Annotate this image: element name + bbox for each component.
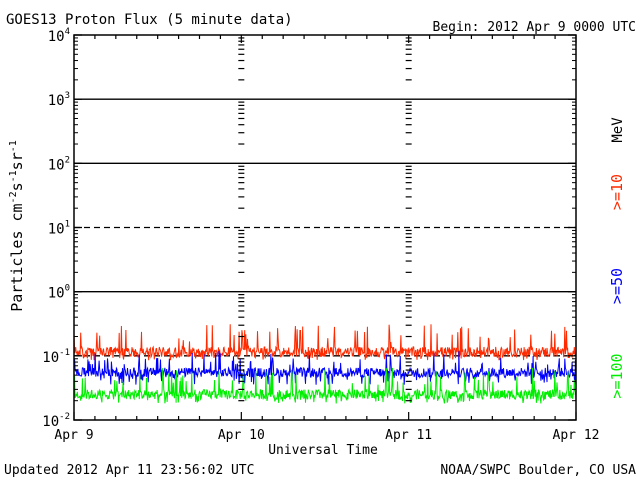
x-tick-label: Apr 9 xyxy=(54,428,93,443)
y-axis-label-sup1: -2 xyxy=(8,191,19,203)
series-layer xyxy=(73,324,577,404)
y-tick-label: 103 xyxy=(48,91,70,109)
y-tick-label: 104 xyxy=(48,27,70,45)
legend-entry-0: >=10 xyxy=(608,174,626,210)
y-tick-label: 102 xyxy=(48,155,70,173)
y-tick-label: 100 xyxy=(48,284,70,302)
legend: MeV >=10 >=50 >=100 xyxy=(608,117,626,399)
x-tick-label: Apr 12 xyxy=(553,428,600,443)
x-tick-label: Apr 11 xyxy=(385,428,432,443)
y-axis-label: Particles cm-2s-1sr-1 xyxy=(8,140,26,312)
chart-title: GOES13 Proton Flux (5 minute data) xyxy=(6,12,293,28)
x-tick-labels: Apr 9 Apr 10 Apr 11 Apr 12 xyxy=(54,428,599,443)
series-line-2 xyxy=(73,367,577,404)
y-axis-label-sup2: -1 xyxy=(8,170,19,182)
x-axis-label: Universal Time xyxy=(268,443,378,458)
updated-timestamp: Updated 2012 Apr 11 23:56:02 UTC xyxy=(4,463,254,478)
y-tick-label: 10-2 xyxy=(42,412,70,430)
legend-entry-1: >=50 xyxy=(608,268,626,304)
legend-unit: MeV xyxy=(610,117,626,143)
legend-entry-2: >=100 xyxy=(608,353,626,398)
y-axis-label-mid2: sr xyxy=(8,152,26,170)
y-tick-label: 101 xyxy=(48,220,70,238)
series-line-0 xyxy=(73,324,577,361)
x-tick-label: Apr 10 xyxy=(218,428,265,443)
y-axis-label-mid1: s xyxy=(8,182,26,191)
day-markers xyxy=(238,37,412,402)
axes xyxy=(73,34,577,421)
begin-label: Begin: 2012 Apr 9 0000 UTC xyxy=(433,20,637,35)
credit-text: NOAA/SWPC Boulder, CO USA xyxy=(440,463,636,478)
y-tick-labels: 104 103 102 101 100 10-1 10-2 xyxy=(42,27,70,430)
y-axis-label-sup3: -1 xyxy=(8,140,19,152)
y-tick-label: 10-1 xyxy=(42,348,70,366)
y-axis-label-base: Particles cm xyxy=(8,203,26,311)
